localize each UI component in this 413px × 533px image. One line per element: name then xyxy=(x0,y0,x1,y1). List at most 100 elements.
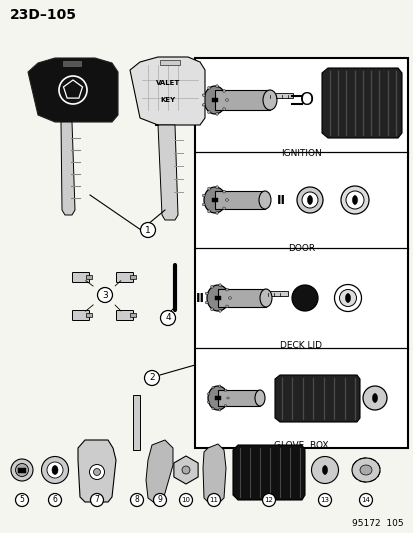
Bar xyxy=(211,98,218,102)
Text: II: II xyxy=(195,292,204,304)
Ellipse shape xyxy=(205,292,208,295)
Ellipse shape xyxy=(205,301,208,304)
Polygon shape xyxy=(233,445,304,500)
Bar xyxy=(214,396,221,400)
Ellipse shape xyxy=(222,108,225,110)
Ellipse shape xyxy=(218,409,220,411)
Text: 10: 10 xyxy=(181,497,190,503)
Ellipse shape xyxy=(202,203,205,206)
Ellipse shape xyxy=(202,103,205,106)
Ellipse shape xyxy=(207,86,210,90)
Ellipse shape xyxy=(182,466,190,474)
Polygon shape xyxy=(173,456,198,484)
FancyBboxPatch shape xyxy=(116,272,133,282)
Bar xyxy=(218,390,259,406)
Bar xyxy=(195,58,407,448)
Ellipse shape xyxy=(259,191,271,209)
Circle shape xyxy=(153,494,166,506)
Ellipse shape xyxy=(15,464,28,477)
Circle shape xyxy=(140,222,155,238)
Polygon shape xyxy=(321,68,401,138)
Ellipse shape xyxy=(372,393,377,402)
Ellipse shape xyxy=(210,285,213,288)
Bar xyxy=(63,61,81,66)
Text: 14: 14 xyxy=(361,497,370,503)
Bar xyxy=(86,275,92,279)
Ellipse shape xyxy=(202,94,205,96)
Ellipse shape xyxy=(291,285,317,311)
Ellipse shape xyxy=(359,465,371,475)
Ellipse shape xyxy=(210,308,213,311)
Circle shape xyxy=(130,494,143,506)
Ellipse shape xyxy=(301,192,317,208)
Ellipse shape xyxy=(218,284,221,287)
Ellipse shape xyxy=(215,211,218,214)
Ellipse shape xyxy=(207,210,210,213)
Ellipse shape xyxy=(206,285,228,311)
Ellipse shape xyxy=(351,196,357,205)
Circle shape xyxy=(318,494,331,506)
Bar xyxy=(262,291,287,296)
Ellipse shape xyxy=(345,191,363,209)
Ellipse shape xyxy=(254,390,264,406)
Ellipse shape xyxy=(225,199,228,201)
Ellipse shape xyxy=(207,111,210,114)
Ellipse shape xyxy=(225,99,228,101)
Text: VALET: VALET xyxy=(155,80,180,86)
Ellipse shape xyxy=(211,386,214,389)
Bar xyxy=(18,468,26,473)
Ellipse shape xyxy=(225,288,228,291)
Text: 1: 1 xyxy=(145,225,150,235)
Text: DECK LID: DECK LID xyxy=(280,342,322,351)
Ellipse shape xyxy=(262,90,276,110)
Ellipse shape xyxy=(207,401,209,403)
Text: 12: 12 xyxy=(264,497,273,503)
Ellipse shape xyxy=(218,385,220,387)
Bar xyxy=(214,296,221,300)
Text: 6: 6 xyxy=(52,496,57,505)
Text: 3: 3 xyxy=(102,290,108,300)
Ellipse shape xyxy=(218,309,221,312)
Ellipse shape xyxy=(334,285,361,311)
Bar xyxy=(214,191,264,209)
Ellipse shape xyxy=(215,112,218,115)
Text: GLOVE  BOX: GLOVE BOX xyxy=(273,441,328,450)
Ellipse shape xyxy=(322,465,327,474)
Ellipse shape xyxy=(215,85,218,88)
Bar xyxy=(86,313,92,317)
Ellipse shape xyxy=(311,456,338,483)
Bar xyxy=(214,90,269,110)
Ellipse shape xyxy=(211,407,214,409)
Text: 13: 13 xyxy=(320,497,329,503)
FancyBboxPatch shape xyxy=(116,311,133,320)
Text: 11: 11 xyxy=(209,497,218,503)
Text: 4: 4 xyxy=(165,313,171,322)
Polygon shape xyxy=(61,122,75,215)
Ellipse shape xyxy=(224,405,226,407)
Circle shape xyxy=(179,494,192,506)
Bar xyxy=(211,198,218,202)
Ellipse shape xyxy=(228,297,231,299)
Ellipse shape xyxy=(47,462,63,478)
Ellipse shape xyxy=(207,187,210,190)
Ellipse shape xyxy=(339,289,356,306)
Polygon shape xyxy=(274,375,359,422)
Polygon shape xyxy=(154,125,178,220)
Bar xyxy=(130,313,136,317)
Bar xyxy=(159,60,180,65)
FancyBboxPatch shape xyxy=(72,272,89,282)
Bar xyxy=(130,275,136,279)
Ellipse shape xyxy=(222,90,225,92)
Ellipse shape xyxy=(351,458,379,482)
Ellipse shape xyxy=(89,464,104,480)
Text: IGNITION: IGNITION xyxy=(280,149,321,157)
Circle shape xyxy=(144,370,159,385)
Bar xyxy=(264,93,292,98)
Ellipse shape xyxy=(93,469,100,475)
Circle shape xyxy=(48,494,62,506)
Ellipse shape xyxy=(226,397,229,399)
Ellipse shape xyxy=(207,393,209,395)
Ellipse shape xyxy=(222,207,225,209)
Ellipse shape xyxy=(204,187,225,213)
Circle shape xyxy=(358,494,372,506)
